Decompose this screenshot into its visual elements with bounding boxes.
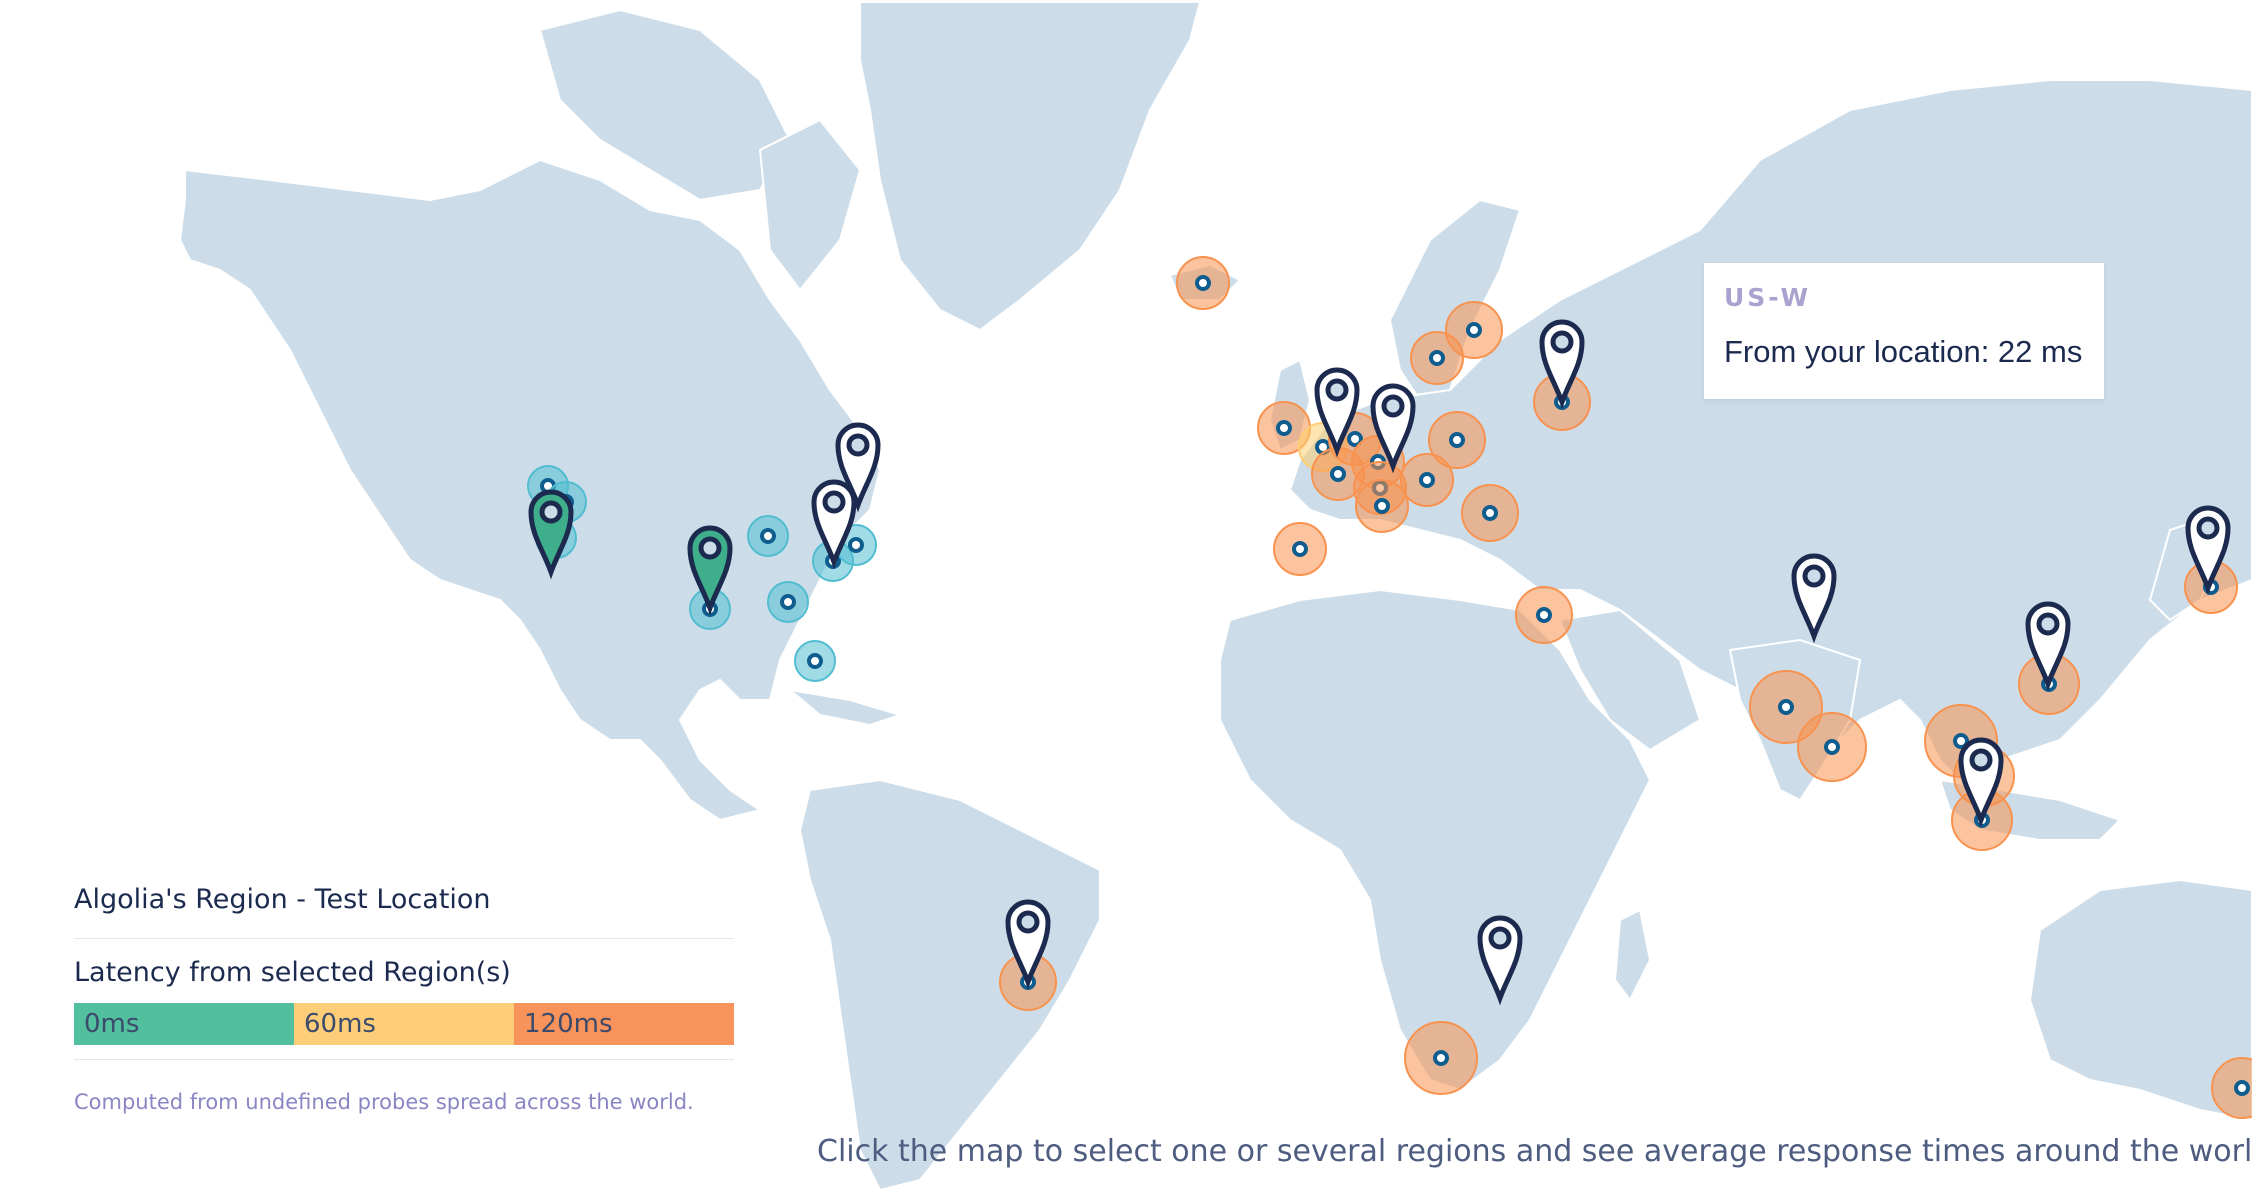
probe-location-dot: [1276, 420, 1292, 436]
legend-segment-60ms: 60ms: [294, 1003, 514, 1045]
region-marker-us-east-1[interactable]: [835, 422, 881, 513]
tooltip-latency-text: From your location: 22 ms: [1724, 334, 2083, 369]
region-marker-us-central[interactable]: [687, 525, 733, 616]
probe-location-dot: [848, 537, 864, 553]
region-marker-us-west[interactable]: [528, 489, 574, 580]
legend-footnote: Computed from undefined probes spread ac…: [74, 1090, 694, 1114]
probe-location-dot: [1374, 498, 1390, 514]
region-marker-brazil[interactable]: [1005, 899, 1051, 990]
map-pin-hole: [1802, 564, 1826, 588]
tooltip-region-code: US-W: [1724, 283, 1812, 312]
legend-segment-120ms: 120ms: [514, 1003, 734, 1045]
landmass-greenland[interactable]: [859, 1, 1202, 332]
map-pin-hole: [539, 500, 563, 524]
probe-location-dot: [1330, 466, 1346, 482]
map-pin-hole: [2036, 612, 2060, 636]
legend-title: Algolia's Region - Test Location: [74, 884, 491, 915]
legend-divider: [74, 938, 734, 939]
probe-location-dot: [1824, 739, 1840, 755]
landmass-caribbean[interactable]: [786, 688, 904, 727]
region-marker-south-africa[interactable]: [1477, 915, 1523, 1006]
probe-location-dot: [760, 528, 776, 544]
landmass-madagascar[interactable]: [1613, 908, 1652, 1002]
region-marker-us-east-2[interactable]: [811, 479, 857, 570]
legend-latency-label: Latency from selected Region(s): [74, 957, 511, 988]
latency-color-scale: 0ms 60ms 120ms: [74, 1003, 734, 1045]
probe-location-dot: [2234, 1080, 2250, 1096]
region-marker-germany[interactable]: [1370, 383, 1416, 474]
map-pin-hole: [2196, 516, 2220, 540]
map-pin-hole: [822, 490, 846, 514]
probe-location-dot: [1536, 607, 1552, 623]
probe-location-dot: [1778, 699, 1794, 715]
probe-location-dot: [780, 594, 796, 610]
probe-location-dot: [1466, 322, 1482, 338]
probe-location-dot: [1195, 275, 1211, 291]
landmass-arabia[interactable]: [1558, 608, 1702, 752]
probe-location-dot: [1482, 505, 1498, 521]
map-pin-hole: [698, 536, 722, 560]
landmass-baffin[interactable]: [758, 118, 862, 292]
map-pin-hole: [1488, 926, 1512, 950]
legend-segment-0ms: 0ms: [74, 1003, 294, 1045]
probe-location-dot: [1449, 432, 1465, 448]
map-pin-hole: [1969, 748, 1993, 772]
region-marker-japan[interactable]: [2185, 505, 2231, 596]
probe-location-dot: [807, 653, 823, 669]
map-pin-hole: [1381, 394, 1405, 418]
landmass-arctic-islands[interactable]: [538, 8, 792, 202]
region-marker-hong-kong[interactable]: [2025, 601, 2071, 692]
probe-location-dot: [1433, 1050, 1449, 1066]
landmass-south-america[interactable]: [798, 778, 1101, 1190]
probe-location-dot: [1419, 472, 1435, 488]
region-marker-india[interactable]: [1791, 553, 1837, 644]
land-masses[interactable]: [178, 1, 2252, 1190]
probe-latency-bubble: [2211, 1057, 2252, 1119]
map-pin-hole: [1550, 330, 1574, 354]
map-pin-hole: [1325, 378, 1349, 402]
probe-location-dot: [1347, 431, 1363, 447]
region-tooltip: US-W From your location: 22 ms: [1704, 263, 2104, 399]
probe-location-dot: [1429, 350, 1445, 366]
map-pin-hole: [1016, 910, 1040, 934]
region-marker-uk[interactable]: [1314, 367, 1360, 458]
legend-divider: [74, 1059, 734, 1060]
region-marker-russia[interactable]: [1539, 319, 1585, 410]
map-pin-hole: [846, 433, 870, 457]
legend: Algolia's Region - Test Location Latency…: [74, 876, 734, 1114]
region-marker-singapore[interactable]: [1958, 737, 2004, 828]
probe-location-dot: [1292, 541, 1308, 557]
landmass-australia[interactable]: [2028, 878, 2252, 1122]
probe-location-dot: [1953, 733, 1969, 749]
region-markers[interactable]: [528, 319, 2231, 1006]
map-instruction: Click the map to select one or several r…: [817, 1134, 2252, 1169]
